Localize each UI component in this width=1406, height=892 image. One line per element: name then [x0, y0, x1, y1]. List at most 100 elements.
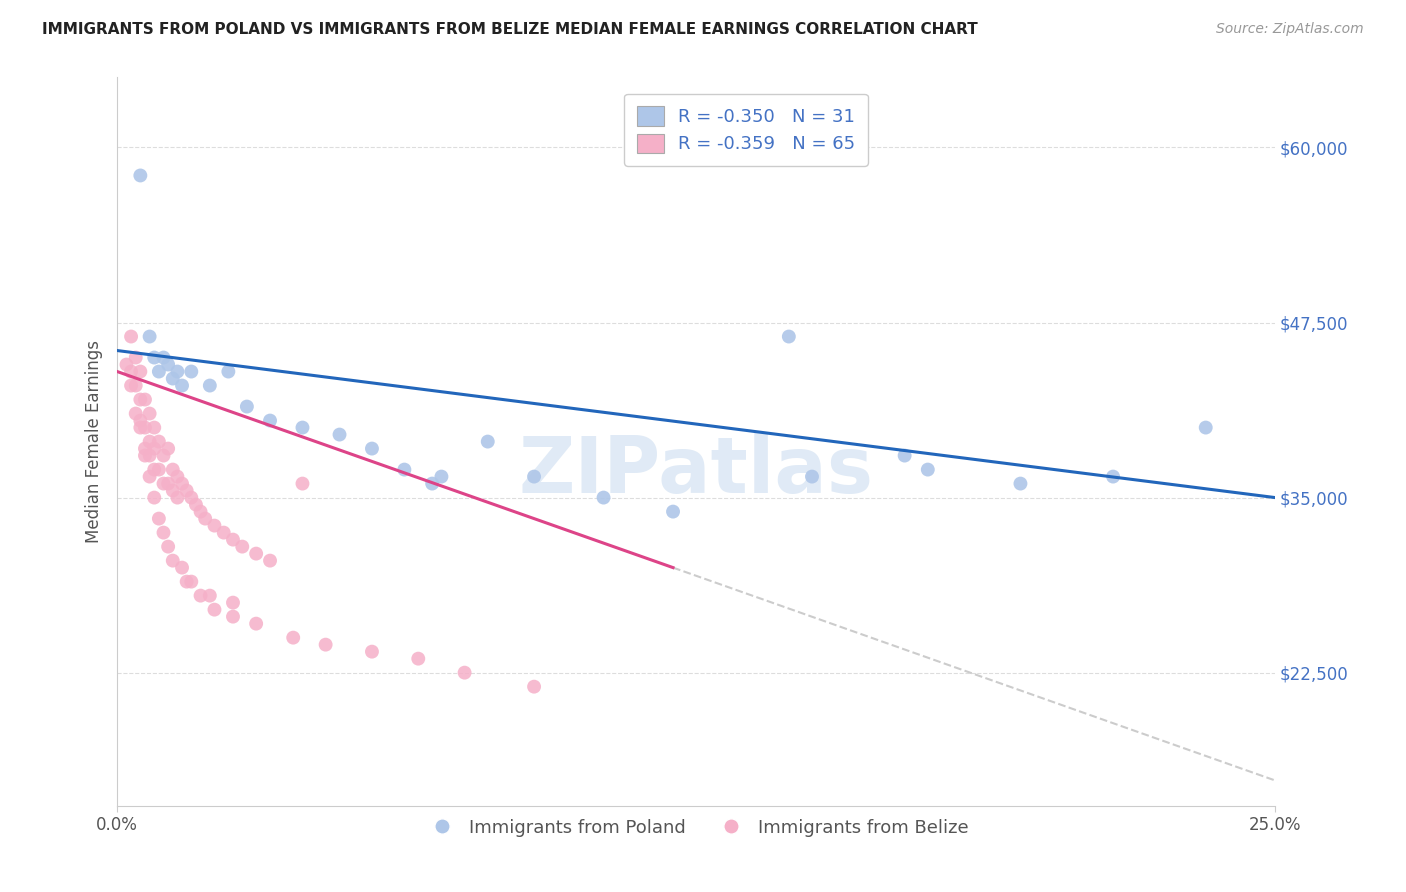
Y-axis label: Median Female Earnings: Median Female Earnings [86, 340, 103, 543]
Point [162, 462, 184, 476]
Point [231, 540, 253, 554]
Point [166, 469, 188, 483]
Point [143, 420, 166, 434]
Point [129, 413, 152, 427]
Point [162, 483, 184, 498]
Point [291, 476, 314, 491]
Point [420, 476, 443, 491]
Point [291, 420, 314, 434]
Point [180, 365, 202, 379]
Point [176, 483, 198, 498]
Point [245, 547, 267, 561]
Point [170, 378, 193, 392]
Point [190, 589, 212, 603]
Text: Source: ZipAtlas.com: Source: ZipAtlas.com [1216, 22, 1364, 37]
Point [125, 378, 148, 392]
Point [180, 491, 202, 505]
Point [166, 491, 188, 505]
Point [394, 462, 416, 476]
Point [217, 365, 239, 379]
Point [194, 511, 217, 525]
Point [157, 540, 180, 554]
Point [134, 420, 156, 434]
Point [222, 609, 245, 624]
Point [120, 329, 142, 343]
Point [212, 525, 235, 540]
Point [453, 665, 475, 680]
Point [157, 442, 180, 456]
Point [125, 351, 148, 365]
Point [166, 365, 188, 379]
Point [315, 638, 337, 652]
Point [120, 378, 142, 392]
Point [190, 505, 212, 519]
Text: ZIPatlas: ZIPatlas [519, 433, 873, 508]
Point [120, 365, 142, 379]
Point [138, 469, 160, 483]
Point [148, 365, 170, 379]
Point [143, 491, 166, 505]
Point [170, 476, 193, 491]
Point [152, 351, 174, 365]
Point [129, 365, 152, 379]
Point [406, 651, 429, 665]
Point [157, 358, 180, 372]
Point [245, 616, 267, 631]
Point [198, 589, 221, 603]
Point [361, 442, 384, 456]
Point [204, 602, 226, 616]
Text: IMMIGRANTS FROM POLAND VS IMMIGRANTS FROM BELIZE MEDIAN FEMALE EARNINGS CORRELAT: IMMIGRANTS FROM POLAND VS IMMIGRANTS FRO… [42, 22, 979, 37]
Point [328, 427, 350, 442]
Point [162, 371, 184, 385]
Point [662, 505, 685, 519]
Point [138, 407, 160, 421]
Point [138, 329, 160, 343]
Point [361, 645, 384, 659]
Point [134, 449, 156, 463]
Point [134, 392, 156, 407]
Legend: Immigrants from Poland, Immigrants from Belize: Immigrants from Poland, Immigrants from … [416, 812, 976, 844]
Point [152, 449, 174, 463]
Point [148, 434, 170, 449]
Point [138, 449, 160, 463]
Point [180, 574, 202, 589]
Point [523, 469, 546, 483]
Point [778, 329, 800, 343]
Point [430, 469, 453, 483]
Point [592, 491, 614, 505]
Point [143, 351, 166, 365]
Point [134, 442, 156, 456]
Point [170, 560, 193, 574]
Point [138, 434, 160, 449]
Point [129, 169, 152, 183]
Point [1102, 469, 1125, 483]
Point [152, 476, 174, 491]
Point [477, 434, 499, 449]
Point [115, 358, 138, 372]
Point [801, 469, 824, 483]
Point [129, 392, 152, 407]
Point [222, 596, 245, 610]
Point [1195, 420, 1218, 434]
Point [143, 462, 166, 476]
Point [157, 476, 180, 491]
Point [198, 378, 221, 392]
Point [283, 631, 305, 645]
Point [1010, 476, 1032, 491]
Point [148, 462, 170, 476]
Point [259, 413, 281, 427]
Point [917, 462, 939, 476]
Point [893, 449, 915, 463]
Point [236, 400, 259, 414]
Point [184, 498, 207, 512]
Point [204, 518, 226, 533]
Point [148, 511, 170, 525]
Point [222, 533, 245, 547]
Point [129, 420, 152, 434]
Point [259, 553, 281, 567]
Point [162, 553, 184, 567]
Point [176, 574, 198, 589]
Point [143, 442, 166, 456]
Point [125, 407, 148, 421]
Point [152, 525, 174, 540]
